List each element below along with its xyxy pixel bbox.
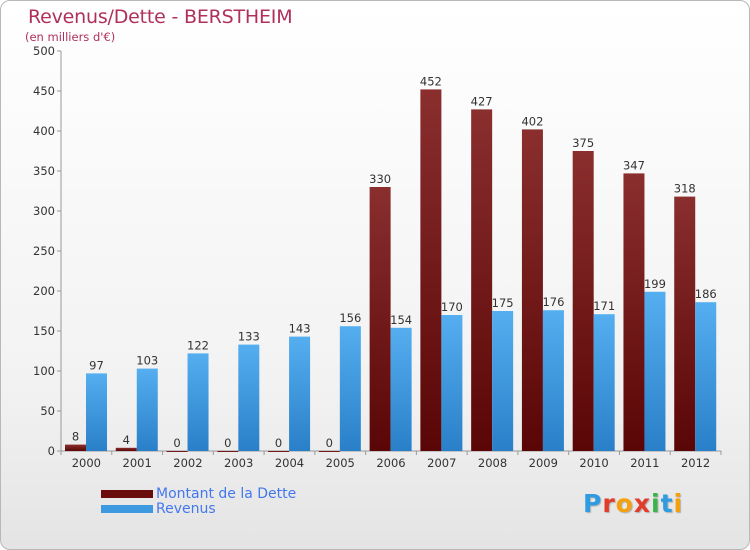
bar-debt-2000 — [65, 444, 86, 451]
data-label-debt-2002: 0 — [173, 436, 180, 450]
data-label-revenus-2008: 175 — [492, 296, 514, 310]
x-tick-label: 2012 — [681, 456, 710, 470]
y-tick-label: 50 — [40, 404, 55, 418]
y-tick-label: 500 — [33, 44, 55, 58]
bar-debt-2005 — [318, 451, 340, 452]
x-tick-label: 2008 — [478, 456, 507, 470]
data-label-revenus-2005: 156 — [339, 311, 361, 325]
x-tick-label: 2003 — [224, 456, 253, 470]
y-tick-label: 150 — [33, 324, 55, 338]
bar-revenus-2005 — [339, 326, 361, 451]
data-label-revenus-2001: 103 — [136, 354, 158, 368]
bar-revenus-2001 — [136, 368, 158, 451]
x-tick-label: 2007 — [427, 456, 456, 470]
logo-letter: o — [615, 489, 634, 518]
x-tick-label: 2005 — [326, 456, 355, 470]
bar-revenus-2007 — [441, 315, 463, 451]
y-tick-label: 250 — [33, 244, 55, 258]
y-tick-label: 100 — [33, 364, 55, 378]
logo-letter: t — [660, 489, 674, 518]
chart-title: Revenus/Dette - BERSTHEIM — [28, 6, 293, 28]
legend-label-debt: Montant de la Dette — [156, 486, 297, 502]
bar-revenus-2011 — [644, 291, 666, 451]
data-label-revenus-2006: 154 — [390, 313, 412, 327]
data-label-revenus-2009: 176 — [542, 295, 564, 309]
chart-data-labels: 8 97 4 103 0 122 0 133 0 143 0 156 330 154 452 170 427 17… — [72, 74, 717, 450]
proxiti-logo: Proxiti — [583, 489, 683, 518]
bar-revenus-2006 — [390, 327, 412, 451]
y-tick-label: 400 — [33, 124, 55, 138]
x-tick-label: 2009 — [529, 456, 558, 470]
data-label-revenus-2003: 133 — [238, 330, 260, 344]
data-label-debt-2000: 8 — [72, 430, 79, 444]
x-tick-label: 2006 — [376, 456, 405, 470]
bar-revenus-2000 — [86, 373, 107, 451]
bar-revenus-2004 — [289, 336, 311, 451]
y-tick-label: 300 — [33, 204, 55, 218]
bar-debt-2011 — [623, 173, 645, 451]
bar-revenus-2009 — [542, 310, 564, 451]
data-label-debt-2009: 402 — [521, 114, 543, 128]
data-label-debt-2008: 427 — [471, 94, 493, 108]
y-tick-label: 200 — [33, 284, 55, 298]
bar-debt-2007 — [420, 89, 442, 452]
data-label-debt-2010: 375 — [572, 136, 594, 150]
chart-bars — [65, 89, 717, 452]
x-tick-label: 2011 — [630, 456, 659, 470]
data-label-debt-2011: 347 — [623, 158, 645, 172]
bar-revenus-2002 — [187, 353, 209, 451]
logo-letter: P — [583, 489, 603, 518]
y-tick-label: 450 — [33, 84, 55, 98]
bar-revenus-2003 — [238, 344, 260, 451]
bar-debt-2004 — [268, 451, 290, 452]
bar-debt-2002 — [166, 451, 188, 452]
bar-debt-2006 — [369, 187, 391, 451]
bar-revenus-2008 — [492, 311, 514, 451]
data-label-debt-2012: 318 — [674, 182, 696, 196]
data-label-revenus-2010: 171 — [593, 299, 615, 313]
data-label-debt-2007: 452 — [420, 74, 442, 88]
bar-debt-2008 — [471, 109, 493, 452]
chart-subtitle: (en milliers d'€) — [25, 30, 116, 44]
bar-debt-2003 — [217, 451, 239, 452]
bar-debt-2010 — [572, 151, 594, 451]
data-label-debt-2005: 0 — [326, 436, 333, 450]
bar-debt-2012 — [674, 196, 696, 451]
bar-debt-2009 — [521, 129, 543, 451]
legend-swatch-revenus — [101, 505, 153, 513]
logo-letter: i — [673, 489, 684, 518]
logo-letter: i — [651, 489, 661, 518]
x-tick-label: 2000 — [72, 456, 101, 470]
data-label-revenus-2002: 122 — [187, 338, 209, 352]
bar-revenus-2010 — [593, 314, 615, 451]
x-tick-label: 2010 — [579, 456, 608, 470]
legend-swatch-debt — [101, 490, 153, 498]
data-label-revenus-2004: 143 — [289, 322, 311, 336]
data-label-revenus-2011: 199 — [644, 277, 666, 291]
data-label-debt-2004: 0 — [275, 436, 282, 450]
data-label-revenus-2012: 186 — [695, 287, 717, 301]
data-label-revenus-2000: 97 — [89, 358, 104, 372]
data-label-debt-2001: 4 — [123, 433, 130, 447]
logo-letter: r — [602, 489, 616, 518]
x-tick-label: 2001 — [123, 456, 152, 470]
logo-letter: x — [633, 489, 651, 518]
data-label-debt-2003: 0 — [224, 436, 231, 450]
x-tick-label: 2002 — [173, 456, 202, 470]
data-label-debt-2006: 330 — [369, 172, 391, 186]
y-tick-label: 0 — [48, 444, 55, 458]
data-label-revenus-2007: 170 — [441, 300, 463, 314]
legend-label-revenus: Revenus — [156, 501, 216, 517]
bar-revenus-2012 — [695, 302, 717, 451]
y-tick-label: 350 — [33, 164, 55, 178]
bar-debt-2001 — [115, 447, 137, 451]
x-tick-label: 2004 — [275, 456, 304, 470]
